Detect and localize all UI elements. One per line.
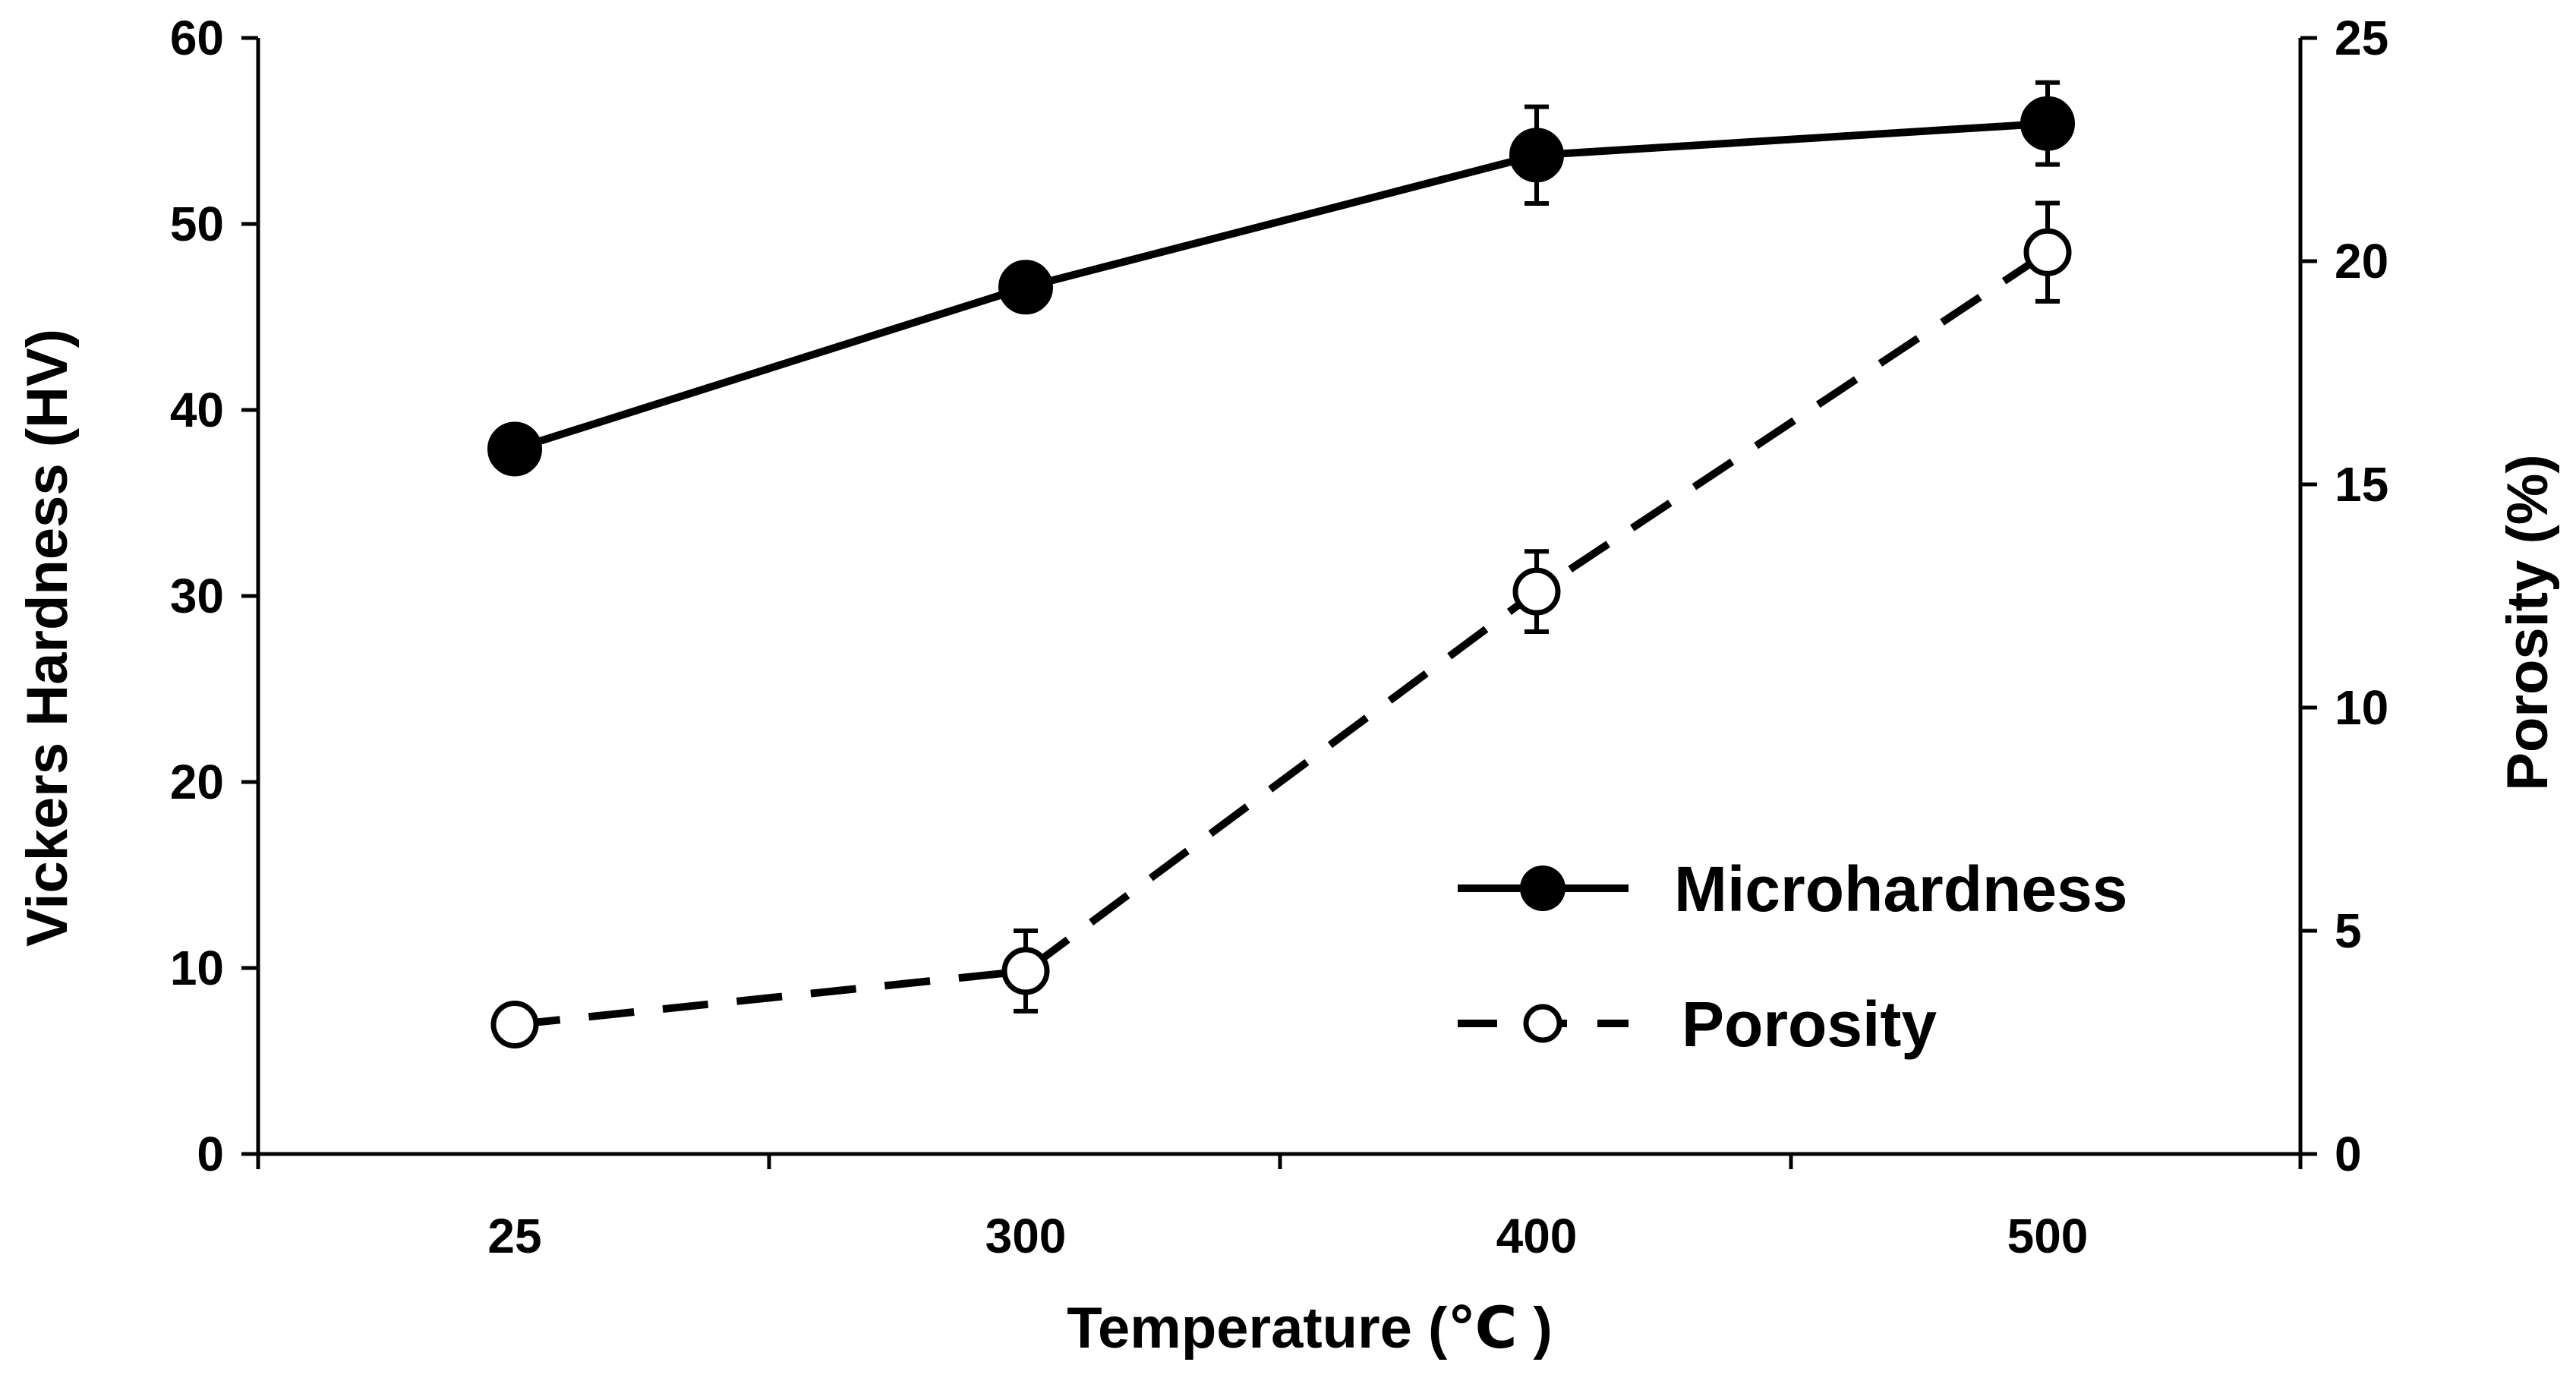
y-tick-label-left: 0 bbox=[197, 1127, 224, 1181]
series-line bbox=[514, 249, 2050, 1029]
data-point bbox=[1512, 567, 1561, 616]
data-point bbox=[487, 421, 542, 477]
y-tick-label-right: 10 bbox=[2335, 680, 2388, 735]
series-microhardness bbox=[487, 80, 2075, 477]
y-tick-label-right: 25 bbox=[2335, 11, 2388, 65]
series-layer bbox=[487, 80, 2075, 1048]
series-line bbox=[513, 119, 2048, 453]
x-tick-label: 500 bbox=[2007, 1209, 2089, 1263]
x-tick-label: 400 bbox=[1496, 1209, 1578, 1263]
y-axis-title-right: Porosity (%) bbox=[2496, 454, 2560, 790]
data-point bbox=[1001, 947, 1050, 995]
x-tick-label: 25 bbox=[487, 1209, 541, 1263]
legend: Microhardness Porosity bbox=[1458, 853, 2128, 1060]
y-axis-title-left: Vickers Hardness (HV) bbox=[15, 329, 80, 947]
axis-titles: Temperature (℃ ) Vickers Hardness (HV) P… bbox=[15, 329, 2560, 1361]
data-point bbox=[2023, 228, 2072, 276]
y-tick-label-left: 20 bbox=[170, 755, 224, 809]
y-tick-label-left: 40 bbox=[170, 383, 224, 437]
data-point bbox=[490, 1000, 539, 1048]
x-axis-title: Temperature (℃ ) bbox=[1067, 1296, 1553, 1361]
y-tick-label-left: 50 bbox=[170, 197, 224, 251]
data-point bbox=[1509, 128, 1564, 183]
data-point bbox=[2020, 96, 2075, 151]
legend-marker bbox=[1523, 1004, 1562, 1043]
y-tick-label-left: 60 bbox=[170, 11, 224, 65]
data-point bbox=[998, 260, 1053, 315]
y-tick-label-right: 20 bbox=[2335, 234, 2388, 288]
y-tick-label-left: 30 bbox=[170, 569, 224, 623]
legend-label: Microhardness bbox=[1674, 853, 2128, 925]
y-tick-label-right: 15 bbox=[2335, 457, 2388, 512]
legend-marker bbox=[1520, 865, 1565, 911]
axes-layer: 25 300 400 500 0 10 20 30 40 50 60 0 5 10 15 20 25 bbox=[170, 11, 2388, 1263]
x-tick-label: 300 bbox=[985, 1209, 1067, 1263]
series-porosity bbox=[490, 200, 2072, 1048]
legend-label: Porosity bbox=[1682, 988, 1937, 1060]
legend-item-microhardness: Microhardness bbox=[1458, 853, 2128, 925]
legend-item-porosity: Porosity bbox=[1458, 988, 1937, 1060]
y-tick-label-right: 5 bbox=[2335, 903, 2362, 958]
y-tick-label-right: 0 bbox=[2335, 1127, 2362, 1181]
y-tick-label-left: 10 bbox=[170, 941, 224, 995]
